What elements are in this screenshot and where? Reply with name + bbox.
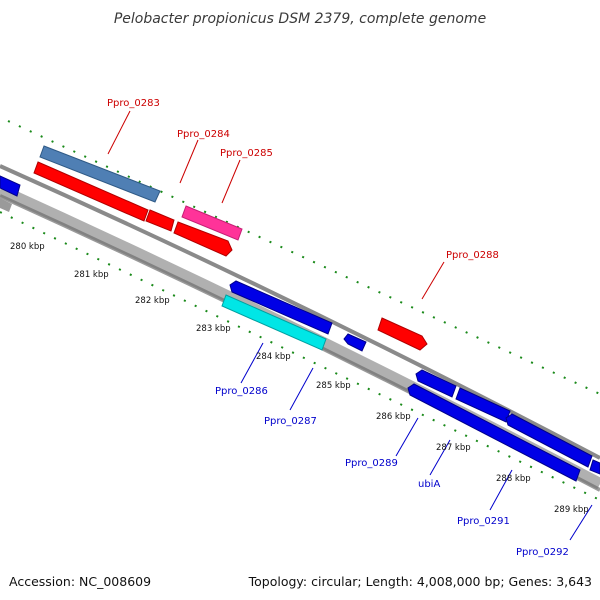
outer-tick-track bbox=[7, 120, 600, 395]
gene-arrow-blue-left-1[interactable] bbox=[0, 175, 21, 197]
gene-label-ppro-0286[interactable]: Ppro_0286 bbox=[215, 386, 268, 397]
forward-gene-labels: Ppro_0283 Ppro_0284 Ppro_0285 Ppro_0288 bbox=[107, 98, 499, 261]
reverse-leaders bbox=[240, 342, 593, 541]
scale-label: 284 kbp bbox=[256, 352, 291, 362]
scale-label: 280 kbp bbox=[10, 242, 45, 252]
scale-label: 281 kbp bbox=[74, 270, 109, 280]
gene-label-ppro-0291[interactable]: Ppro_0291 bbox=[457, 516, 510, 527]
reverse-genes bbox=[0, 175, 600, 482]
scale-label: 283 kbp bbox=[196, 324, 231, 334]
inner-tick-track bbox=[0, 211, 600, 501]
gene-arrow-long-blue[interactable] bbox=[407, 383, 581, 482]
scale-label: 288 kbp bbox=[496, 474, 531, 484]
gene-arrow-ppro-0284[interactable] bbox=[173, 221, 233, 257]
gene-arrow-ppro-0287[interactable] bbox=[221, 294, 327, 351]
gene-arrow-ppro-0285[interactable] bbox=[181, 205, 243, 241]
gene-label-ppro-0292[interactable]: Ppro_0292 bbox=[516, 547, 569, 558]
gene-arrow-red-b[interactable] bbox=[145, 209, 175, 232]
gene-label-ppro-0289[interactable]: Ppro_0289 bbox=[345, 458, 398, 469]
scale-label: 282 kbp bbox=[135, 296, 170, 306]
gene-arrow-small-blue[interactable] bbox=[343, 333, 367, 352]
scale-label: 287 kbp bbox=[436, 443, 471, 453]
gene-label-ppro-0287[interactable]: Ppro_0287 bbox=[264, 416, 317, 427]
gene-arrow-blue-left-2[interactable] bbox=[0, 198, 12, 212]
scale-label: 286 kbp bbox=[376, 412, 411, 422]
genome-summary-text: Topology: circular; Length: 4,008,000 bp… bbox=[248, 574, 592, 589]
gene-arrow-ubia[interactable] bbox=[455, 387, 511, 423]
gene-arrow-edge-blue[interactable] bbox=[589, 459, 600, 475]
gene-label-ubia[interactable]: ubiA bbox=[418, 479, 440, 490]
map-title: Pelobacter propionicus DSM 2379, complet… bbox=[114, 11, 486, 27]
gene-arrow-ppro-0283[interactable] bbox=[39, 145, 161, 203]
gene-label-ppro-0284[interactable]: Ppro_0284 bbox=[177, 129, 230, 140]
scale-label: 285 kbp bbox=[316, 381, 351, 391]
gene-arrow-ppro-0289[interactable] bbox=[415, 369, 457, 398]
accession-text: Accession: NC_008609 bbox=[9, 574, 151, 589]
gene-label-ppro-0285[interactable]: Ppro_0285 bbox=[220, 148, 273, 159]
scale-labels: 280 kbp 281 kbp 282 kbp 283 kbp 284 kbp … bbox=[10, 242, 589, 515]
gene-label-ppro-0283[interactable]: Ppro_0283 bbox=[107, 98, 160, 109]
gene-arrow-ppro-0291[interactable] bbox=[505, 413, 593, 468]
reverse-gene-labels: Ppro_0286 Ppro_0287 Ppro_0289 ubiA Ppro_… bbox=[215, 386, 569, 558]
forward-genes bbox=[33, 145, 428, 351]
gene-arrow-red-a[interactable] bbox=[33, 161, 149, 222]
gene-arrow-ppro-0288[interactable] bbox=[377, 317, 428, 351]
gene-arrow-ppro-0286[interactable] bbox=[229, 280, 333, 335]
scale-label: 289 kbp bbox=[554, 505, 589, 515]
forward-leaders bbox=[107, 110, 445, 300]
gene-label-ppro-0288[interactable]: Ppro_0288 bbox=[446, 250, 499, 261]
